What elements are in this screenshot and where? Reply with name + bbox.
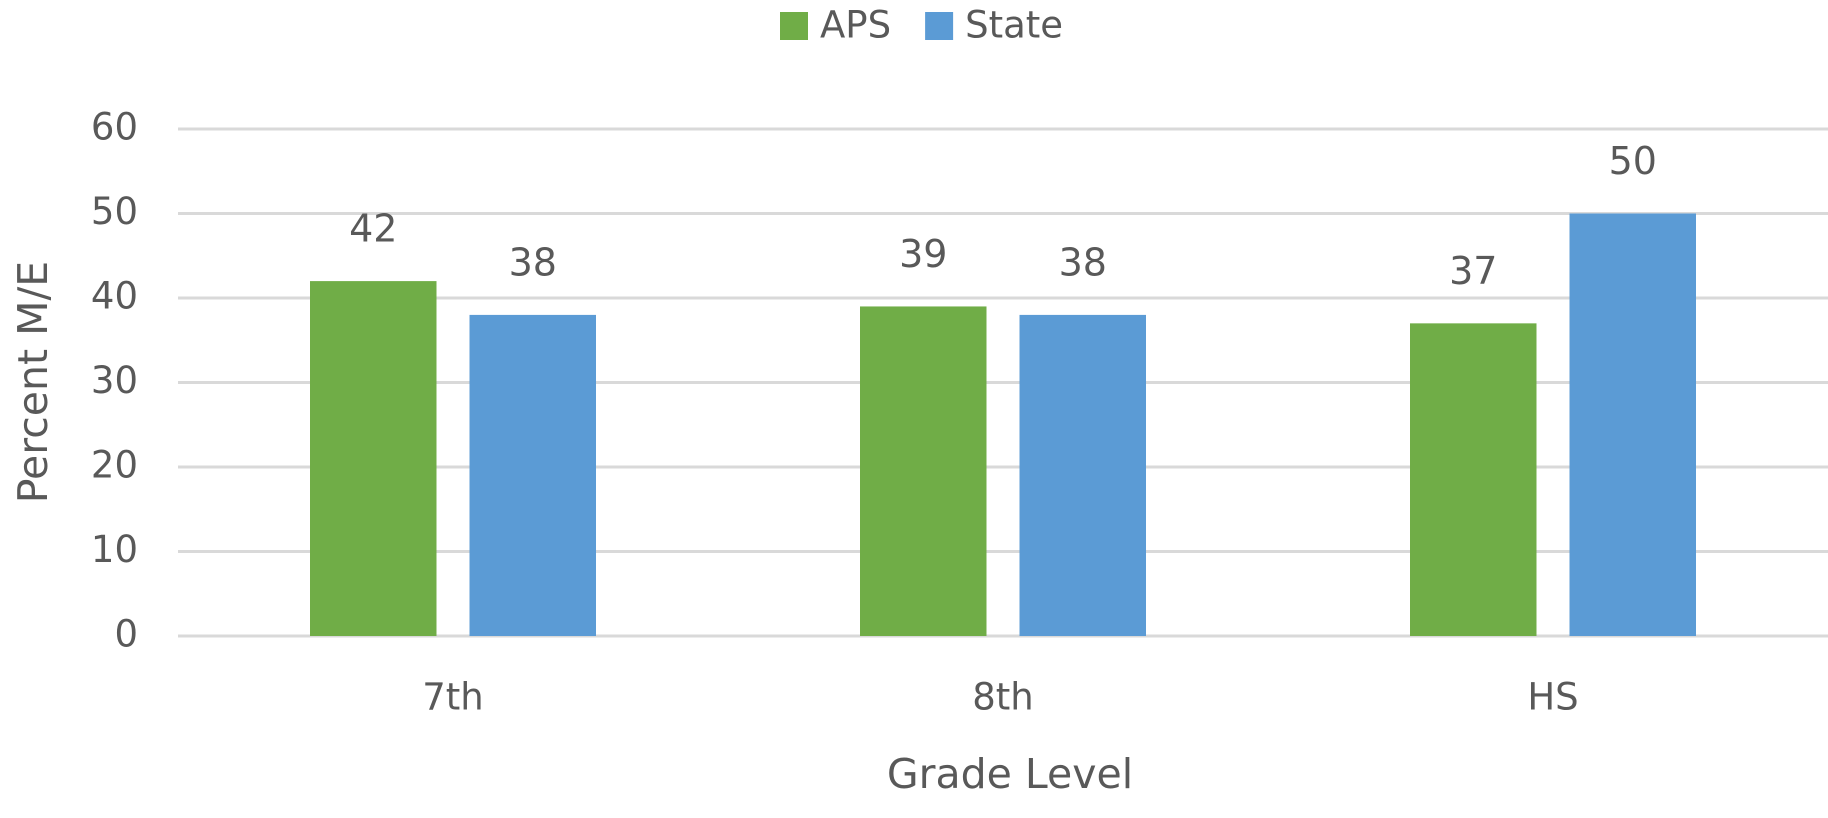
bar	[860, 306, 987, 636]
y-tick-label: 40	[91, 275, 138, 318]
x-tick-label: HS	[1527, 676, 1578, 719]
x-axis-title: Grade Level	[887, 750, 1133, 798]
data-label: 38	[509, 240, 557, 284]
y-tick-label: 30	[91, 359, 138, 402]
legend-swatch	[925, 12, 954, 40]
bar	[469, 314, 596, 636]
y-tick-label: 0	[114, 613, 138, 656]
legend-label: State	[965, 4, 1063, 47]
y-tick-label: 60	[91, 106, 138, 149]
bar	[310, 281, 437, 636]
y-tick-label: 50	[91, 190, 138, 233]
data-label: 39	[899, 232, 947, 276]
data-label: 38	[1059, 240, 1107, 284]
legend-label: APS	[820, 4, 891, 47]
bar	[1569, 213, 1696, 636]
data-label: 50	[1609, 139, 1657, 183]
bar	[1410, 323, 1537, 636]
y-tick-label: 20	[91, 444, 138, 487]
y-axis-title: Percent M/E	[9, 261, 57, 503]
x-tick-label: 7th	[422, 676, 484, 719]
data-label: 37	[1449, 249, 1497, 293]
x-tick-label: 8th	[972, 676, 1034, 719]
legend-swatch	[780, 12, 808, 40]
bar	[1019, 314, 1146, 636]
y-tick-label: 10	[91, 528, 138, 571]
data-label: 42	[349, 207, 397, 251]
